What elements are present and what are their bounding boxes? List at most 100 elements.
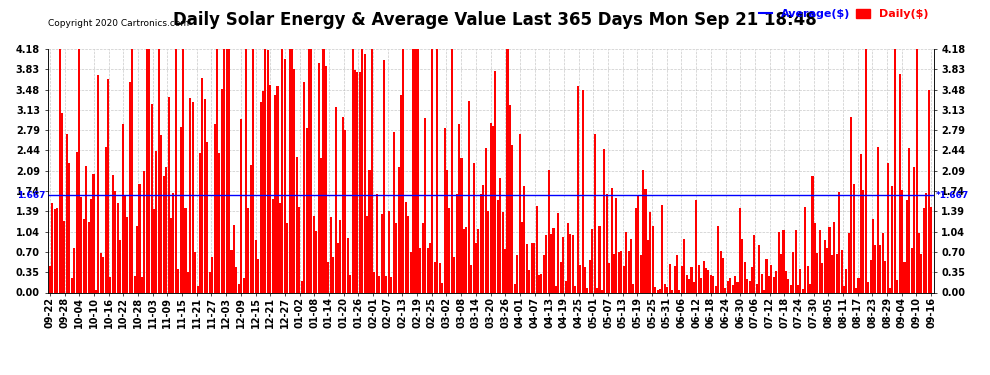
Bar: [550, 234, 552, 292]
Bar: [448, 209, 450, 292]
Bar: [453, 257, 455, 292]
Bar: [630, 238, 632, 292]
Bar: [751, 267, 753, 292]
Bar: [628, 251, 630, 292]
Bar: [502, 212, 504, 292]
Bar: [134, 276, 136, 292]
Bar: [842, 286, 845, 292]
Bar: [434, 262, 436, 292]
Bar: [325, 66, 327, 292]
Bar: [306, 128, 308, 292]
Bar: [785, 272, 787, 292]
Bar: [100, 253, 102, 292]
Bar: [640, 255, 642, 292]
Bar: [214, 123, 216, 292]
Bar: [574, 286, 576, 292]
Bar: [899, 75, 901, 292]
Bar: [625, 232, 627, 292]
Bar: [470, 265, 472, 292]
Bar: [606, 194, 608, 292]
Bar: [753, 234, 755, 292]
Text: Daily Solar Energy & Average Value Last 365 Days Mon Sep 21 18:48: Daily Solar Energy & Average Value Last …: [173, 11, 817, 29]
Bar: [439, 263, 441, 292]
Bar: [601, 290, 603, 292]
Bar: [407, 216, 409, 292]
Bar: [102, 257, 104, 292]
Bar: [254, 240, 256, 292]
Bar: [814, 223, 816, 292]
Bar: [228, 49, 230, 292]
Bar: [51, 203, 53, 292]
Bar: [150, 104, 152, 292]
Bar: [562, 237, 564, 292]
Bar: [209, 272, 211, 292]
Bar: [763, 290, 765, 292]
Bar: [281, 49, 283, 292]
Bar: [717, 226, 719, 292]
Bar: [586, 288, 588, 292]
Bar: [172, 193, 174, 292]
Bar: [608, 263, 610, 292]
Bar: [80, 197, 82, 292]
Bar: [110, 276, 112, 292]
Bar: [543, 255, 545, 292]
Bar: [773, 277, 775, 292]
Bar: [402, 49, 405, 292]
Bar: [335, 107, 337, 292]
Bar: [659, 289, 661, 292]
Bar: [463, 229, 465, 292]
Bar: [429, 243, 431, 292]
Bar: [676, 255, 678, 292]
Bar: [720, 252, 722, 292]
Bar: [742, 239, 743, 292]
Bar: [460, 158, 462, 292]
Bar: [673, 266, 675, 292]
Bar: [599, 226, 601, 292]
Bar: [477, 230, 479, 292]
Bar: [187, 272, 189, 292]
Bar: [557, 213, 559, 292]
Bar: [249, 165, 251, 292]
Bar: [252, 49, 254, 292]
Bar: [770, 265, 772, 292]
Bar: [638, 196, 640, 292]
Bar: [879, 245, 881, 292]
Bar: [847, 233, 849, 292]
Bar: [725, 288, 727, 292]
Bar: [472, 163, 474, 292]
Bar: [918, 233, 920, 292]
Bar: [330, 217, 332, 292]
Bar: [179, 127, 182, 292]
Bar: [521, 222, 523, 292]
Bar: [688, 279, 690, 292]
Bar: [105, 147, 107, 292]
Bar: [78, 49, 80, 292]
Bar: [886, 163, 889, 292]
Bar: [845, 269, 847, 292]
Bar: [802, 289, 804, 292]
Bar: [894, 49, 896, 292]
Bar: [681, 266, 683, 292]
Bar: [836, 254, 838, 292]
Bar: [554, 286, 557, 292]
Bar: [693, 282, 695, 292]
Bar: [748, 281, 750, 292]
Bar: [358, 72, 360, 292]
Bar: [492, 126, 494, 292]
Bar: [780, 254, 782, 292]
Bar: [361, 49, 363, 292]
Bar: [437, 49, 439, 292]
Bar: [333, 257, 335, 292]
Bar: [63, 221, 65, 292]
Bar: [68, 163, 70, 292]
Text: *1.667: *1.667: [936, 191, 968, 200]
Bar: [97, 75, 99, 292]
Bar: [765, 259, 767, 292]
Bar: [155, 151, 157, 292]
Bar: [538, 275, 540, 292]
Bar: [346, 238, 348, 292]
Bar: [603, 149, 605, 292]
Bar: [148, 49, 150, 292]
Bar: [594, 134, 596, 292]
Bar: [698, 265, 700, 292]
